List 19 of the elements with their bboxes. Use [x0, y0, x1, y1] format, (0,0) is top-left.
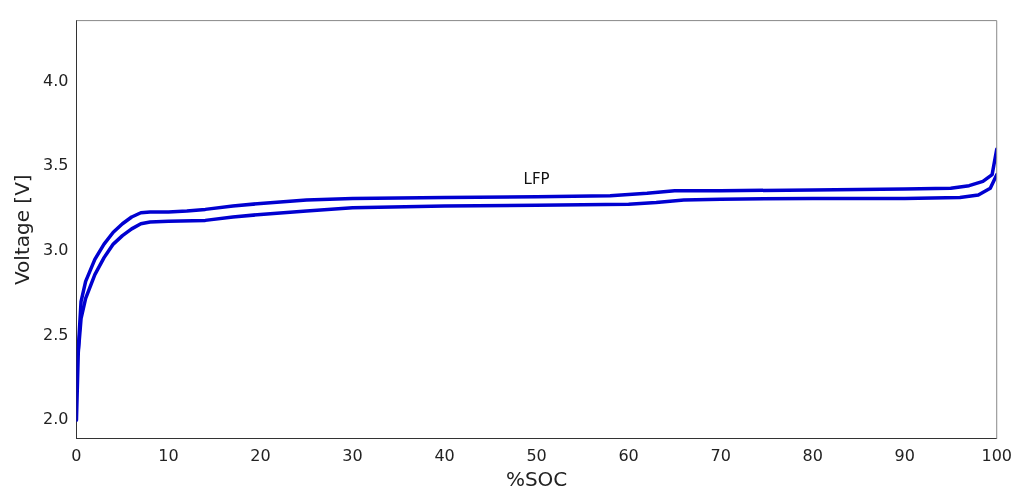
y-tick-label: 3.5: [42, 155, 69, 175]
x-tick-label: 70: [710, 445, 731, 465]
y-tick-label: 2.5: [42, 324, 69, 344]
x-tick-label: 60: [618, 445, 639, 465]
y-tick-label: 2.0: [42, 409, 69, 429]
x-tick-label: 10: [158, 445, 179, 465]
x-tick-label: 100: [981, 445, 1012, 465]
annotation: LFP: [523, 170, 550, 189]
y-axis-title: Voltage [V]: [10, 174, 35, 286]
x-tick-label: 20: [250, 445, 271, 465]
x-tick-label: 90: [894, 445, 915, 465]
y-tick-label: 4.0: [42, 70, 69, 90]
x-tick-label: 80: [802, 445, 823, 465]
x-axis-title: %SOC: [505, 467, 568, 492]
y-tick-label: 3.0: [42, 240, 69, 260]
x-tick-label: 0: [71, 445, 82, 465]
x-tick-label: 30: [342, 445, 363, 465]
x-tick-label: 50: [526, 445, 547, 465]
x-tick-label: 40: [434, 445, 455, 465]
